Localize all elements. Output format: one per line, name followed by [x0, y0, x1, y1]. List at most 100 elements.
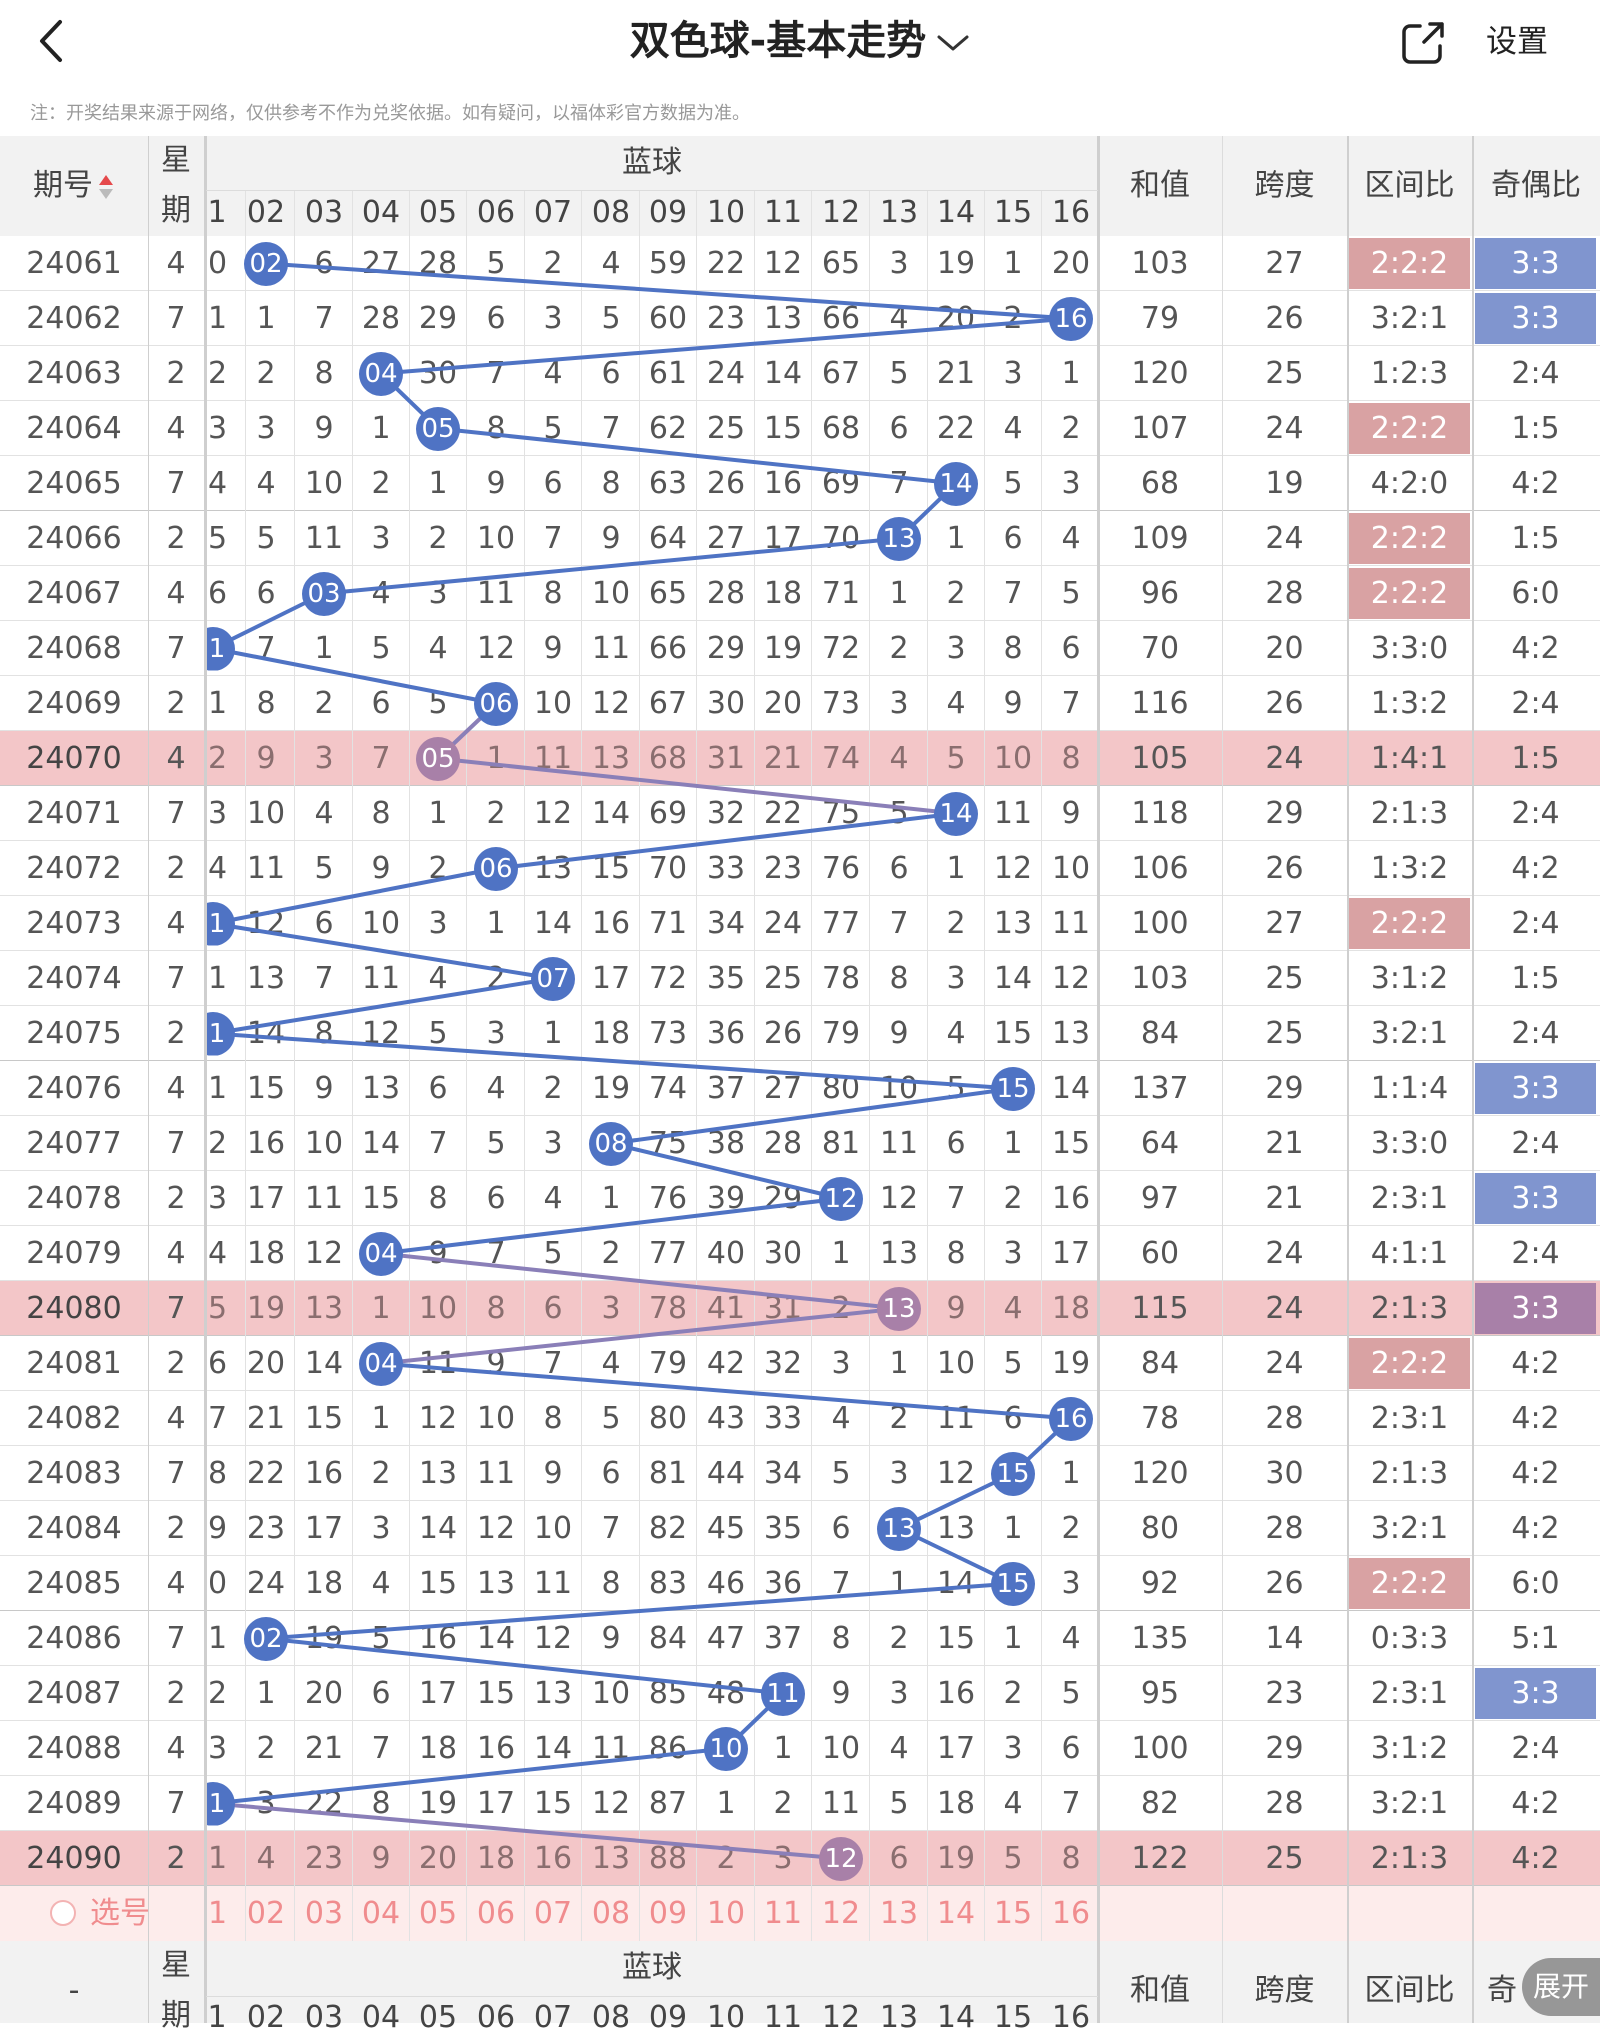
select-number-button[interactable]: 02 — [246, 1896, 286, 1931]
vline-blue — [869, 190, 870, 1941]
select-number-button[interactable]: 05 — [418, 1896, 458, 1931]
vline-sum — [1222, 136, 1223, 2023]
omission-value: 2 — [208, 741, 228, 776]
omission-value: 14 — [591, 796, 631, 831]
omission-value: 15 — [936, 1621, 976, 1656]
omission-value: 32 — [706, 796, 746, 831]
vline-blue-end — [1097, 136, 1100, 2023]
select-number-button[interactable]: 12 — [821, 1896, 861, 1931]
omission-value: 1 — [946, 851, 966, 886]
select-number-button[interactable]: 1 — [208, 1896, 228, 1931]
select-number-button[interactable]: 11 — [763, 1896, 803, 1931]
trend-segment — [212, 1746, 727, 1806]
issue-number: 24065 — [26, 466, 122, 501]
issue-number: 24062 — [26, 301, 122, 336]
expand-button[interactable]: 展开 — [1522, 1958, 1600, 2016]
omission-value: 3 — [486, 1016, 506, 1051]
omission-value: 32 — [763, 1346, 803, 1381]
omission-value: 14 — [476, 1621, 516, 1656]
select-number-button[interactable]: 09 — [648, 1896, 688, 1931]
sort-icon[interactable] — [97, 173, 115, 201]
week-day: 4 — [166, 906, 186, 941]
blue-ball: 11 — [761, 1671, 805, 1716]
sum-value: 68 — [1140, 466, 1180, 501]
omission-value: 19 — [246, 1291, 286, 1326]
header-blue-ball: 蓝球 — [622, 145, 682, 180]
select-number-button[interactable]: 13 — [879, 1896, 919, 1931]
omission-value: 66 — [821, 301, 861, 336]
issue-number: 24083 — [26, 1456, 122, 1491]
omission-value: 1 — [1003, 1511, 1023, 1546]
zone-ratio-value: 3:3:0 — [1370, 1126, 1449, 1161]
chevron-down-icon[interactable] — [936, 33, 970, 53]
omission-value: 26 — [706, 466, 746, 501]
omission-value: 11 — [418, 1346, 458, 1381]
odd-even-value: 2:4 — [1511, 796, 1560, 831]
omission-value: 3 — [314, 741, 334, 776]
omission-value: 2 — [1061, 411, 1081, 446]
select-number-button[interactable]: 08 — [591, 1896, 631, 1931]
select-number-button[interactable]: 15 — [993, 1896, 1033, 1931]
week-day: 4 — [166, 411, 186, 446]
omission-value: 10 — [993, 741, 1033, 776]
omission-value: 13 — [763, 301, 803, 336]
omission-value: 4 — [1061, 1621, 1081, 1656]
omission-value: 79 — [821, 1016, 861, 1051]
header-issue-sort[interactable]: 期号 — [0, 136, 148, 236]
omission-value: 8 — [946, 1236, 966, 1271]
header-zone-ratio: 区间比 — [1364, 168, 1455, 203]
omission-value: 6 — [428, 1071, 448, 1106]
week-day: 2 — [166, 686, 186, 721]
omission-value: 3 — [889, 686, 909, 721]
omission-value: 12 — [879, 1181, 919, 1216]
share-icon[interactable] — [1398, 18, 1448, 68]
omission-value: 8 — [1061, 741, 1081, 776]
blue-ball: 12 — [819, 1176, 863, 1221]
select-number-button[interactable]: 06 — [476, 1896, 516, 1931]
omission-value: 9 — [1061, 796, 1081, 831]
omission-value: 6 — [831, 1511, 851, 1546]
odd-even-value: 3:3 — [1475, 1668, 1596, 1719]
omission-value: 11 — [591, 631, 631, 666]
week-day: 7 — [166, 1291, 186, 1326]
select-number-button[interactable]: 04 — [361, 1896, 401, 1931]
omission-value: 1 — [208, 301, 228, 336]
select-number-button[interactable]: 14 — [936, 1896, 976, 1931]
back-icon[interactable] — [30, 16, 74, 66]
omission-value: 3 — [208, 1181, 228, 1216]
select-number-button[interactable]: 16 — [1051, 1896, 1091, 1931]
omission-value: 23 — [706, 301, 746, 336]
omission-value: 14 — [533, 906, 573, 941]
omission-value: 1 — [773, 1731, 793, 1766]
omission-value: 13 — [591, 741, 631, 776]
omission-value: 1 — [256, 1676, 276, 1711]
omission-value: 76 — [821, 851, 861, 886]
blue-ball: 16 — [1049, 1396, 1093, 1441]
omission-value: 7 — [1061, 686, 1081, 721]
select-number-button[interactable]: 10 — [706, 1896, 746, 1931]
odd-even-value: 6:0 — [1511, 1566, 1560, 1601]
issue-number: 24079 — [26, 1236, 122, 1271]
omission-value: 12 — [591, 686, 631, 721]
select-number-button[interactable]: 07 — [533, 1896, 573, 1931]
odd-even-value: 6:0 — [1511, 576, 1560, 611]
select-number-button[interactable]: 03 — [304, 1896, 344, 1931]
omission-value: 4 — [1003, 1786, 1023, 1821]
sum-value: 103 — [1131, 246, 1189, 281]
sum-value: 115 — [1131, 1291, 1189, 1326]
row-divider — [0, 1555, 1600, 1556]
header-odd-even: 奇偶比 — [1491, 168, 1581, 203]
span-value: 24 — [1265, 1291, 1304, 1326]
row-divider — [0, 1610, 1600, 1611]
omission-value: 6 — [889, 411, 909, 446]
omission-value: 1 — [1061, 356, 1081, 391]
week-day: 4 — [166, 576, 186, 611]
omission-value: 19 — [936, 1841, 976, 1876]
select-label[interactable]: 选号 — [90, 1896, 150, 1931]
select-radio-icon[interactable] — [50, 1900, 76, 1926]
week-day: 7 — [166, 1126, 186, 1161]
omission-value: 1 — [889, 576, 909, 611]
omission-value: 13 — [418, 1456, 458, 1491]
settings-button[interactable]: 设置 — [1486, 24, 1548, 60]
page-title[interactable]: 双色球-基本走势 — [0, 14, 1600, 68]
